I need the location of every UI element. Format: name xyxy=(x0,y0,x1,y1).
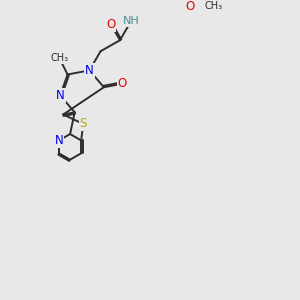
Text: O: O xyxy=(118,77,127,90)
Text: O: O xyxy=(185,0,195,13)
Text: N: N xyxy=(55,134,63,147)
Text: S: S xyxy=(80,118,87,130)
Text: CH₃: CH₃ xyxy=(50,53,68,63)
Text: CH₃: CH₃ xyxy=(205,1,223,11)
Text: NH: NH xyxy=(123,16,140,26)
Text: N: N xyxy=(56,89,64,102)
Text: O: O xyxy=(106,18,116,31)
Text: N: N xyxy=(85,64,94,77)
